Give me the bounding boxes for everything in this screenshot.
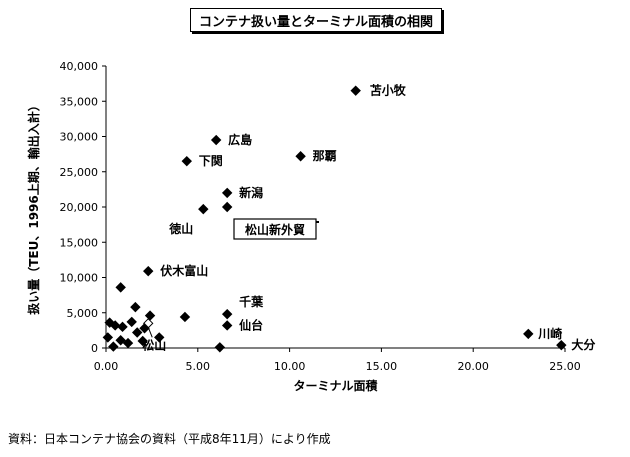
y-tick-label: 25,000 (60, 166, 99, 179)
data-point (181, 155, 192, 167)
data-point (139, 323, 150, 334)
x-axis-title: ターミナル面積 (293, 378, 378, 393)
data-point (102, 332, 114, 343)
point-label: 伏木富山 (160, 263, 208, 278)
point-label: 大分 (571, 337, 595, 352)
point-label: 松山 (142, 337, 166, 352)
y-tick-label: 35,000 (60, 95, 99, 108)
y-tick-label: 0 (91, 342, 98, 355)
data-point (108, 341, 119, 352)
x-tick-label: 0.00 (94, 360, 119, 373)
point-label: 徳山 (168, 221, 193, 236)
point-label: 那覇 (313, 149, 337, 163)
x-tick-label: 10.00 (274, 360, 306, 373)
y-tick-label: 40,000 (60, 60, 99, 73)
data-point (198, 203, 209, 215)
data-point (221, 308, 233, 320)
x-tick-label: 20.00 (457, 360, 489, 373)
data-point (115, 335, 126, 346)
data-point (137, 335, 148, 347)
chart-title: コンテナ扱い量とターミナル面積の相関 (190, 8, 442, 32)
leader-line (147, 327, 153, 338)
y-tick-label: 20,000 (60, 201, 99, 214)
y-tick-label: 15,000 (60, 236, 99, 249)
y-tick-label: 30,000 (60, 131, 99, 144)
data-point (117, 321, 128, 333)
point-label: 仙台 (239, 317, 263, 332)
data-point (109, 320, 121, 331)
data-point (179, 311, 191, 323)
data-point (132, 327, 143, 338)
data-point (210, 134, 222, 146)
data-point (143, 265, 154, 277)
data-point (556, 339, 567, 351)
data-point (523, 328, 534, 340)
data-point (122, 337, 134, 349)
point-label: 新潟 (239, 185, 263, 200)
y-axis-title: 扱い量（TEU、1996上期、輸出入計） (26, 99, 41, 315)
x-tick-label: 15.00 (366, 360, 398, 373)
source-note: 資料：日本コンテナ協会の資料（平成8年11月）により作成 (8, 432, 331, 446)
data-point (221, 201, 233, 213)
point-label: 広島 (228, 132, 252, 147)
data-point (350, 85, 361, 96)
point-label: 川崎 (537, 326, 562, 341)
data-point (295, 151, 306, 162)
y-tick-label: 10,000 (60, 272, 99, 285)
point-label: 松山新外貿 (245, 222, 305, 237)
callout-box (233, 218, 317, 240)
data-point (130, 301, 141, 313)
point-label: 苫小牧 (370, 83, 407, 98)
data-point (221, 187, 233, 199)
data-point (221, 320, 233, 331)
data-point (126, 316, 137, 328)
data-point (214, 342, 226, 353)
x-tick-label: 5.00 (186, 360, 211, 373)
data-point (115, 282, 126, 293)
point-label: 下関 (199, 154, 223, 168)
point-label: 千葉 (239, 294, 264, 309)
data-point (144, 310, 156, 321)
data-point (154, 332, 165, 343)
y-tick-label: 5,000 (67, 307, 99, 320)
x-tick-label: 25.00 (549, 360, 581, 373)
